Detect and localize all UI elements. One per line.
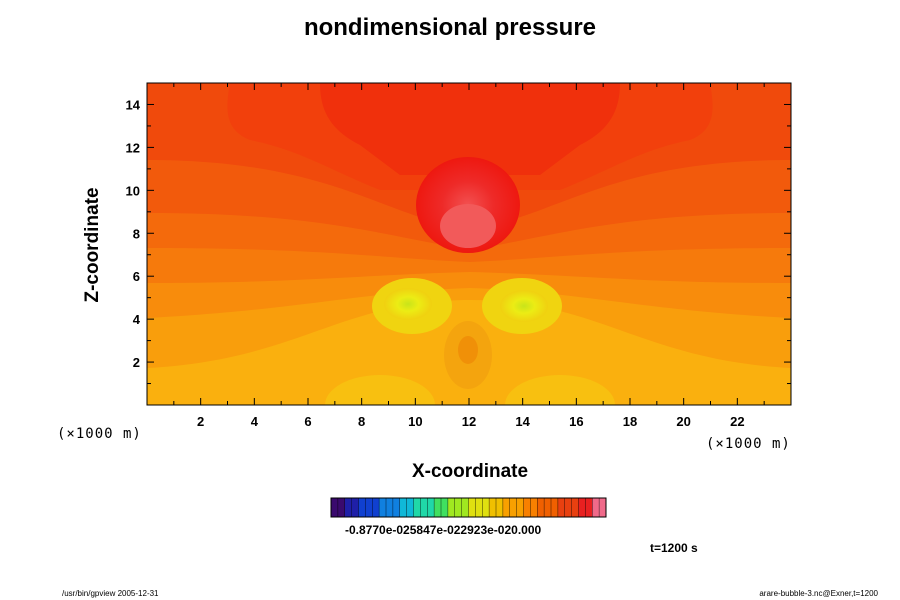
colorbar-cell xyxy=(392,498,401,517)
y-axis-label: Z-coordinate xyxy=(82,187,103,303)
chart-title: nondimensional pressure xyxy=(303,14,597,41)
colorbar-cell xyxy=(557,498,566,517)
x-tick-label: 10 xyxy=(408,414,422,429)
x-axis-unit-right: (×1000 m) xyxy=(706,436,791,452)
colorbar-cell xyxy=(447,498,456,517)
x-tick-label: 6 xyxy=(304,414,311,429)
colorbar-cell xyxy=(475,498,483,517)
y-tick-label: 8 xyxy=(133,226,140,241)
colorbar-cell xyxy=(509,498,517,517)
colorbar-cell xyxy=(571,498,579,517)
pressure-field xyxy=(147,83,791,405)
colorbar-cell xyxy=(496,498,504,517)
colorbar-cell xyxy=(331,498,339,517)
colorbar-cell xyxy=(434,498,442,517)
colorbar-cell xyxy=(337,498,346,517)
colorbar-cell xyxy=(399,498,407,517)
colorbar-cell xyxy=(523,498,531,517)
x-axis-label: X-coordinate xyxy=(411,461,529,482)
colorbar-cell xyxy=(358,498,366,517)
colorbar-cell xyxy=(413,498,421,517)
colorbar-cell xyxy=(372,498,380,517)
y-tick-label: 10 xyxy=(126,183,140,198)
colorbar-cell xyxy=(516,498,524,517)
y-tick-label: 6 xyxy=(133,269,140,284)
colorbar-cell xyxy=(454,498,462,517)
colorbar-cell xyxy=(461,498,469,517)
y-tick-label: 14 xyxy=(126,97,141,112)
time-annotation: t=1200 s xyxy=(650,541,698,555)
colorbar-cell xyxy=(386,498,394,517)
colorbar-cell xyxy=(599,498,607,517)
colorbar-cell xyxy=(551,498,559,517)
colorbar-cell xyxy=(544,498,552,517)
colorbar-cell xyxy=(585,498,593,517)
x-tick-label: 18 xyxy=(623,414,637,429)
x-axis-unit-left: (×1000 m) xyxy=(57,426,142,442)
colorbar-cell xyxy=(441,498,449,517)
colorbar-frame xyxy=(330,497,607,518)
colorbar xyxy=(330,497,607,518)
colorbar-cell xyxy=(578,498,586,517)
colorbar-cell xyxy=(564,498,572,517)
colorbar-cell xyxy=(489,498,497,517)
colorbar-cell xyxy=(344,498,352,517)
colorbar-cell xyxy=(468,498,476,517)
x-tick-label: 22 xyxy=(730,414,744,429)
colorbar-cell xyxy=(502,498,511,517)
colorbar-labels: -0.8770e-025847e-022923e-020.000 xyxy=(345,523,542,537)
colorbar-cell xyxy=(379,498,387,517)
colorbar-cell xyxy=(592,498,600,517)
x-tick-label: 16 xyxy=(569,414,583,429)
y-tick-label: 4 xyxy=(133,312,141,327)
footer-source: arare-bubble-3.nc@Exner,t=1200 xyxy=(759,589,878,598)
x-tick-label: 14 xyxy=(515,414,530,429)
footer-command: /usr/bin/gpview 2005-12-31 xyxy=(62,589,159,598)
colorbar-cell xyxy=(482,498,490,517)
colorbar-cell xyxy=(351,498,359,517)
colorbar-cell xyxy=(365,498,373,517)
y-tick-label: 12 xyxy=(126,140,140,155)
x-tick-label: 8 xyxy=(358,414,365,429)
colorbar-cell xyxy=(427,498,435,517)
colorbar-cell xyxy=(420,498,428,517)
colorbar-cell xyxy=(406,498,414,517)
x-tick-label: 4 xyxy=(251,414,259,429)
y-tick-label: 2 xyxy=(133,355,140,370)
x-tick-label: 20 xyxy=(676,414,690,429)
colorbar-cell xyxy=(530,498,538,517)
x-tick-label: 2 xyxy=(197,414,204,429)
x-tick-label: 12 xyxy=(462,414,476,429)
colorbar-cell xyxy=(537,498,545,517)
